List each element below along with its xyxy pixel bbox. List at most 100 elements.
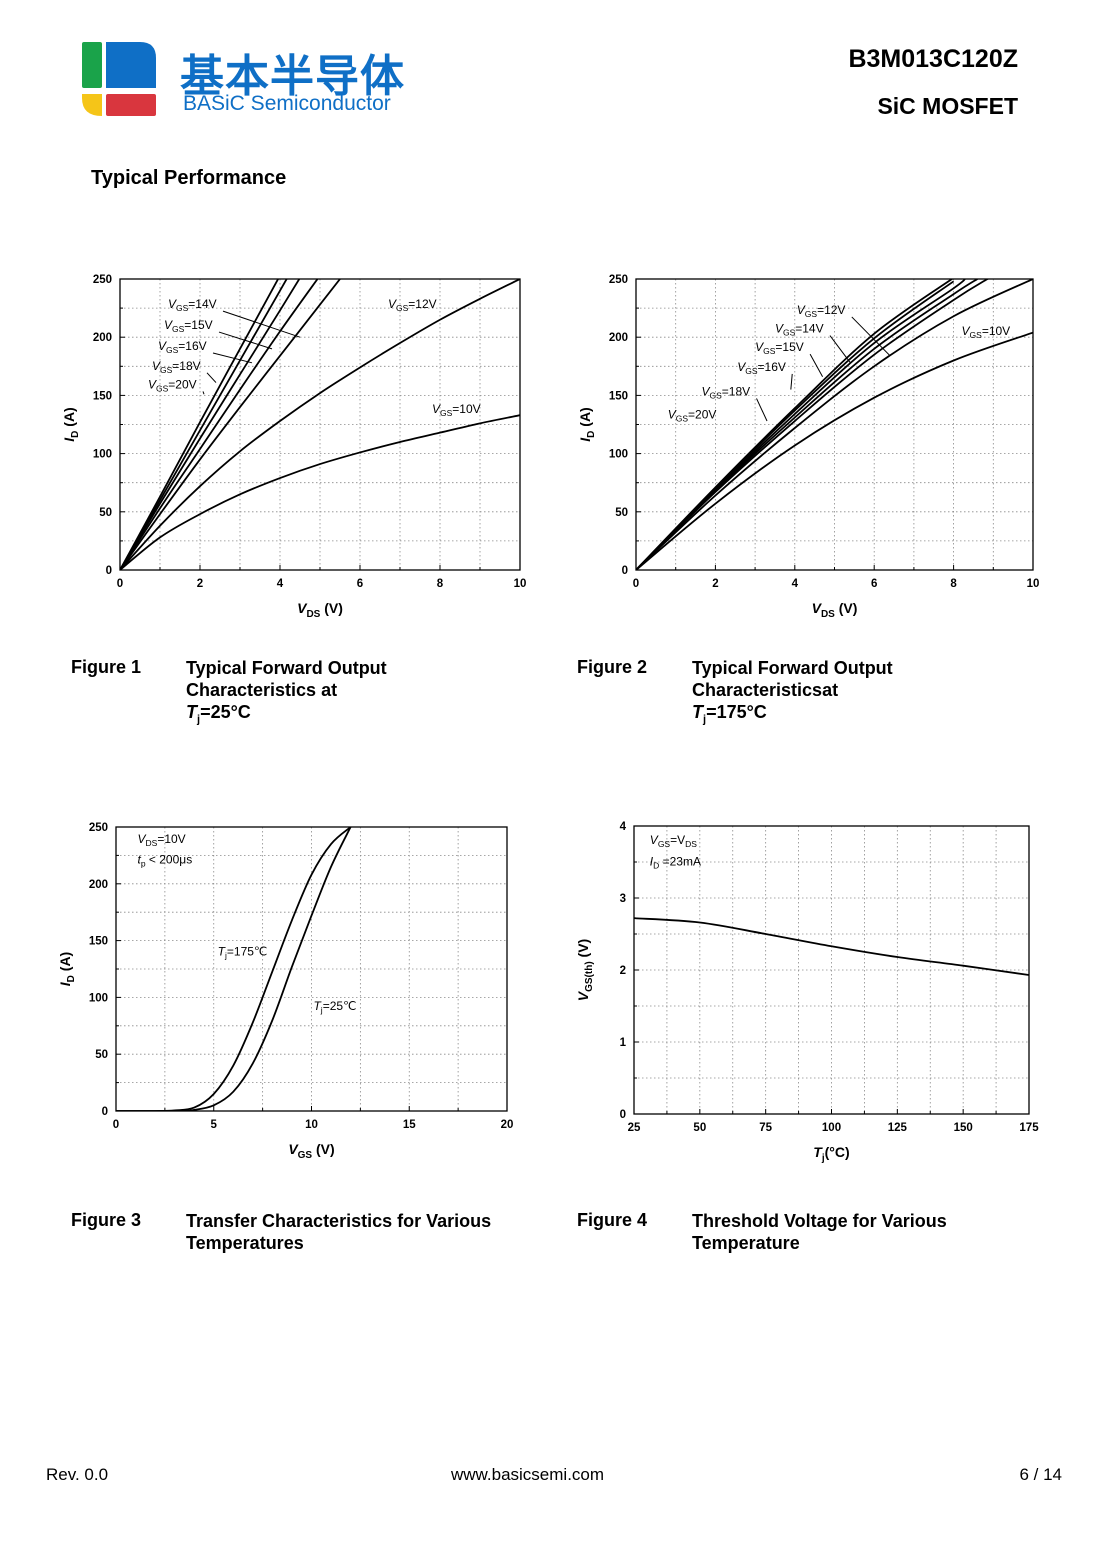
axis-label-var: I	[61, 437, 77, 442]
figure-title: Typical Forward Output Characteristics a…	[186, 657, 387, 731]
annotation-sub: GS	[970, 330, 983, 340]
annotation-value: =12V	[408, 297, 436, 311]
figure-title: Threshold Voltage for Various Temperatur…	[692, 1210, 947, 1254]
annotation-leader	[756, 398, 768, 422]
section-title: Typical Performance	[91, 167, 287, 189]
annotation-value: =15V	[775, 340, 803, 354]
y-tick-label: 150	[609, 390, 628, 402]
x-tick-label: 6	[357, 578, 363, 590]
annotation-sub: p	[141, 858, 146, 868]
y-tick-label: 250	[93, 274, 112, 286]
y-tick-label: 0	[106, 565, 112, 577]
annotation-label: VGS=14V	[775, 322, 824, 338]
annotation-sub: DS	[685, 839, 697, 849]
annotation-var: V	[168, 297, 177, 311]
x-tick-label: 0	[117, 578, 123, 590]
y-tick-label: 100	[93, 449, 112, 461]
figure-number: Figure 3	[71, 1210, 142, 1230]
annotation-var: V	[388, 297, 397, 311]
x-tick-label: 20	[501, 1119, 514, 1131]
annotation-leader	[212, 352, 253, 364]
axis-label-sub: GS(th)	[584, 961, 595, 992]
part-number: B3M013C120Z	[848, 45, 1018, 73]
y-tick-label: 50	[615, 507, 628, 519]
figure-title-line: Temperature	[692, 1233, 800, 1253]
annotation-label: tp < 200μs	[138, 852, 193, 868]
annotation-value: =20V	[168, 377, 196, 391]
x-tick-label: 25	[628, 1122, 641, 1134]
annotation-value: =10V	[157, 832, 185, 846]
annotation-value: =14V	[188, 297, 216, 311]
product-type: SiC MOSFET	[877, 93, 1018, 119]
annotation-leader	[790, 373, 793, 390]
y-axis-label: VGS(th) (V)	[575, 939, 595, 1001]
annotation-label: VGS=VDS	[650, 833, 697, 849]
x-tick-label: 8	[950, 578, 957, 590]
annotation-value: =16V	[758, 360, 786, 374]
series-line	[634, 917, 1029, 976]
annotation-value: =16V	[178, 339, 206, 353]
series-line	[120, 279, 301, 570]
annotation-var: V	[164, 318, 173, 332]
annotation-label: VGS=10V	[432, 402, 481, 418]
annotation-label: VGS=12V	[388, 297, 437, 313]
y-tick-label: 100	[89, 992, 108, 1004]
y-axis-label: ID (A)	[57, 952, 77, 986]
axis-label-unit: (V)	[312, 1141, 335, 1157]
x-tick-label: 10	[1027, 578, 1040, 590]
annotation-var: V	[138, 832, 147, 846]
annotation-sub: GS	[166, 345, 179, 355]
x-tick-label: 75	[759, 1122, 772, 1134]
axis-label-sub: DS	[306, 609, 320, 620]
axis-label-var: T	[813, 1144, 823, 1160]
figure-number: Figure 1	[71, 657, 142, 677]
annotation-leader	[218, 331, 273, 350]
annotation-var: V	[737, 360, 746, 374]
y-tick-label: 150	[89, 936, 108, 948]
annotation-var: V	[432, 402, 441, 416]
figure-title: Typical Forward Output Characteristicsat…	[692, 657, 893, 731]
x-axis-label: VDS (V)	[297, 600, 343, 620]
axis-label-unit: (V)	[835, 600, 858, 616]
annotation-value: =20V	[688, 408, 716, 422]
annotation-value: < 200μs	[146, 852, 193, 866]
figure-title-line: Characteristics at	[186, 680, 338, 700]
annotation-var: V	[755, 340, 764, 354]
x-axis-label: Tj(°C)	[813, 1144, 849, 1164]
axis-label-unit: (A)	[61, 407, 77, 430]
logo-mark-icon	[82, 42, 156, 116]
annotation-sub: GS	[396, 303, 409, 313]
cond-val: =25°C	[200, 702, 251, 722]
annotation-sub: GS	[658, 839, 671, 849]
x-tick-label: 0	[113, 1119, 119, 1131]
series-line	[120, 279, 280, 570]
x-tick-label: 125	[888, 1122, 908, 1134]
figure-number: Figure 2	[577, 657, 648, 677]
annotation-label: VGS=15V	[164, 318, 213, 334]
y-tick-label: 200	[609, 332, 628, 344]
axis-label-sub: GS	[298, 1150, 313, 1161]
x-tick-label: 175	[1019, 1122, 1039, 1134]
series-line	[120, 279, 341, 570]
footer-website: www.basicsemi.com	[451, 1465, 605, 1484]
axis-label-unit: (A)	[57, 952, 73, 975]
logo-green-block	[82, 42, 102, 88]
y-tick-label: 0	[620, 1109, 626, 1121]
x-tick-label: 100	[822, 1122, 841, 1134]
logo-blue-block	[106, 42, 156, 88]
figure-title-line: Typical Forward Output	[692, 658, 893, 678]
company-name-cn: 基本半导体	[180, 51, 405, 102]
annotation-value: =175℃	[227, 944, 268, 958]
x-tick-label: 15	[403, 1119, 416, 1131]
cond-var: T	[186, 702, 197, 722]
annotation-label: VGS=15V	[755, 340, 804, 356]
annotation-label: VGS=18V	[702, 384, 751, 400]
axis-label-sub: D	[70, 431, 81, 438]
x-tick-label: 50	[693, 1122, 706, 1134]
footer-page-number: 6 / 14	[1019, 1465, 1062, 1484]
annotation-value: =25℃	[323, 999, 357, 1013]
annotation-sub: j	[224, 950, 227, 960]
axis-label-unit: (V)	[575, 939, 591, 962]
y-tick-label: 200	[93, 332, 112, 344]
